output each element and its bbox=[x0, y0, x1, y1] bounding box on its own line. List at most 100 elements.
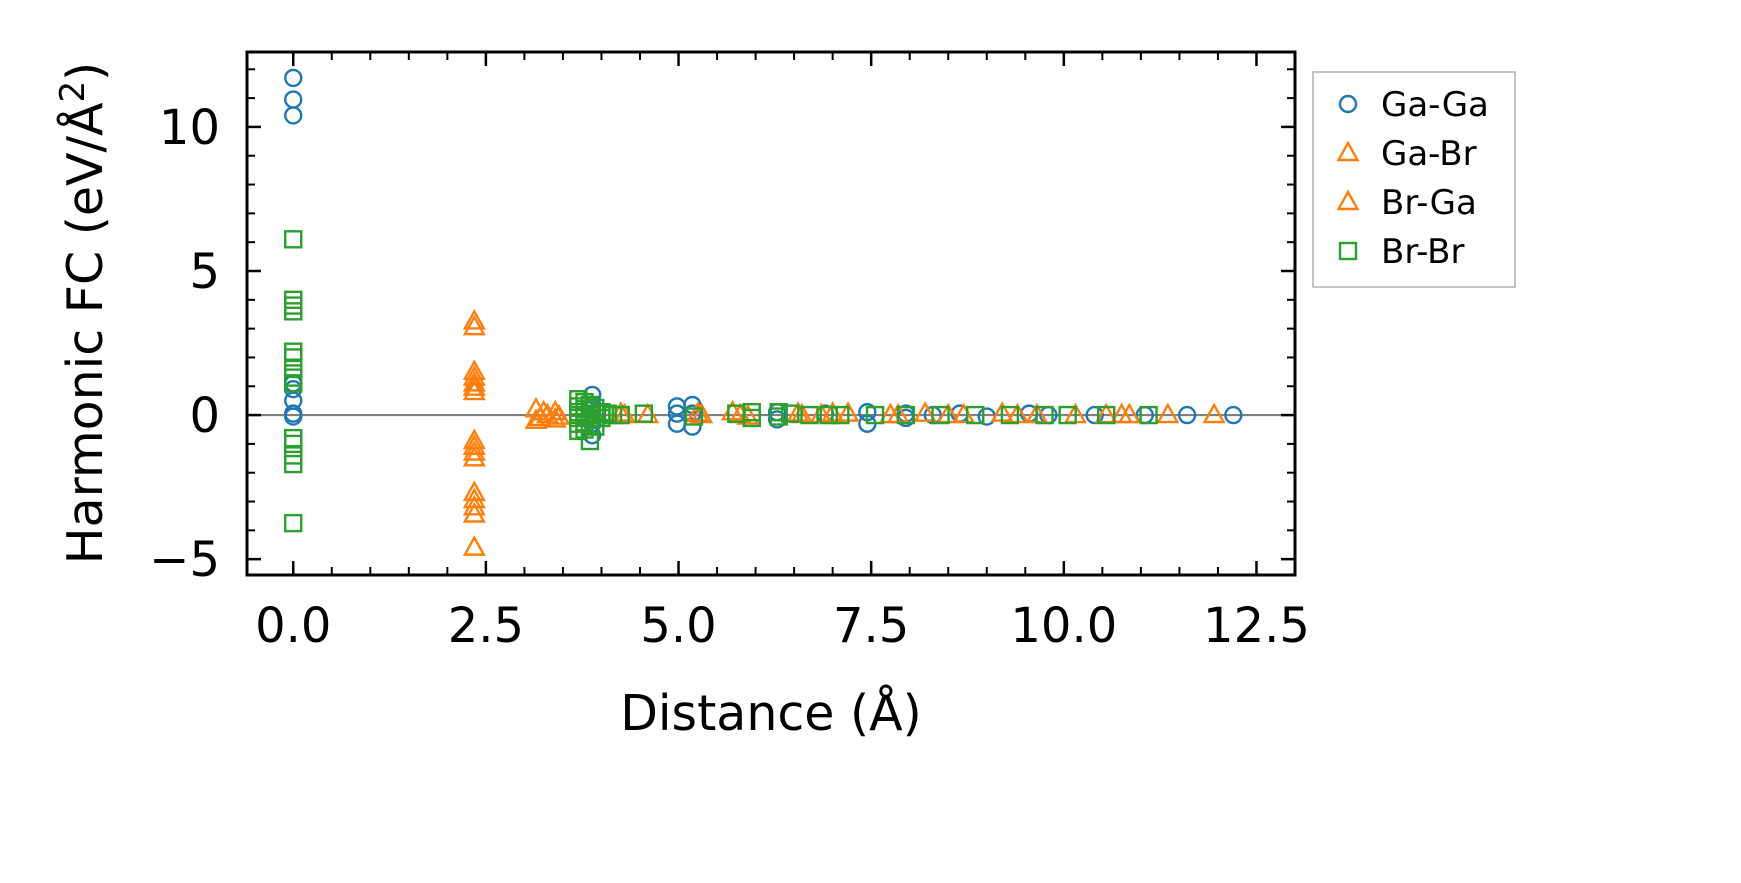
data-point-br-br bbox=[1000, 405, 1020, 425]
data-point-br-br bbox=[819, 405, 838, 425]
data-point-ga-br bbox=[636, 402, 660, 424]
data-point-br-br bbox=[284, 513, 303, 533]
axes: 0.0 2.5 5.0 7.5 10.0 12.5 −5 0 5 10 Distance (Å) Ha… bbox=[53, 50, 1310, 742]
data-point-br-br bbox=[865, 405, 885, 425]
data-point-ga-br bbox=[462, 379, 486, 401]
y-axis-title: Harmonic FC (eV/Å2) bbox=[53, 62, 114, 565]
data-point-br-br bbox=[284, 434, 303, 454]
data-point-ga-ga bbox=[1177, 405, 1197, 425]
series-ga-ga bbox=[284, 68, 1243, 445]
data-point-br-br bbox=[611, 405, 630, 425]
axes-frame bbox=[245, 50, 1297, 577]
y-axis-title-superscript: 2 bbox=[53, 81, 93, 103]
y-axis-title-close: ) bbox=[57, 62, 114, 81]
legend-entry-ga-ga: Ga-Ga bbox=[1338, 85, 1489, 125]
data-point-ga-ga bbox=[284, 407, 303, 426]
data-point-ga-ga bbox=[284, 90, 303, 109]
data-point-ga-br bbox=[462, 440, 486, 461]
x-tick-label: 2.5 bbox=[448, 598, 524, 654]
series-br-br bbox=[284, 230, 1158, 533]
data-point-br-br bbox=[634, 404, 654, 423]
y-tick-label: 10 bbox=[159, 100, 220, 156]
data-point-br-ga bbox=[462, 314, 486, 336]
data-point-br-ga bbox=[547, 404, 571, 425]
data-point-br-ga bbox=[535, 402, 560, 424]
data-point-ga-ga bbox=[284, 106, 303, 125]
data-point-ga-br bbox=[1202, 402, 1226, 424]
data-point-ga-br bbox=[543, 406, 567, 428]
data-point-br-br bbox=[966, 405, 985, 425]
data-point-br-ga bbox=[462, 375, 486, 396]
x-tick-label: 10.0 bbox=[1010, 598, 1117, 654]
legend-marker-br-ga bbox=[1336, 189, 1360, 211]
legend-entry-br-ga: Br-Ga bbox=[1336, 183, 1477, 223]
series-ga-br bbox=[462, 308, 1226, 556]
plot-area bbox=[247, 68, 1295, 556]
data-point-br-br bbox=[284, 302, 303, 321]
x-tick-label: 5.0 bbox=[640, 598, 716, 654]
data-point-br-ga bbox=[462, 445, 486, 467]
data-point-br-br bbox=[586, 398, 605, 418]
data-point-br-br bbox=[284, 290, 303, 310]
legend-box bbox=[1312, 71, 1516, 288]
data-point-br-br bbox=[1035, 405, 1054, 425]
y-tick-label: 0 bbox=[189, 388, 220, 444]
y-axis-title-main: Harmonic FC (eV/Å bbox=[55, 102, 114, 564]
data-point-br-br bbox=[580, 431, 600, 451]
legend-marker-ga-br bbox=[1336, 140, 1360, 162]
data-point-br-br bbox=[284, 428, 303, 448]
legend-label: Br-Ga bbox=[1381, 183, 1477, 223]
data-point-ga-br bbox=[462, 480, 486, 502]
data-point-br-br bbox=[1139, 405, 1158, 425]
data-point-br-br bbox=[769, 407, 788, 426]
legend-label: Br-Br bbox=[1381, 232, 1465, 272]
data-point-ga-br bbox=[462, 308, 486, 330]
legend-marker-br-br bbox=[1338, 241, 1358, 261]
data-point-br-br bbox=[592, 408, 611, 428]
data-point-br-br bbox=[1097, 405, 1116, 425]
x-tick-label: 0.0 bbox=[255, 598, 331, 654]
data-point-br-br bbox=[800, 405, 819, 425]
data-point-ga-br bbox=[462, 494, 486, 516]
data-point-ga-br bbox=[462, 428, 486, 450]
data-point-br-br bbox=[896, 405, 916, 425]
y-tick-label: 5 bbox=[189, 244, 220, 300]
x-tick-label: 7.5 bbox=[833, 598, 909, 654]
legend-entry-br-br: Br-Br bbox=[1338, 232, 1465, 272]
data-point-br-br bbox=[684, 407, 704, 426]
data-point-br-br bbox=[575, 420, 594, 439]
data-point-br-ga bbox=[462, 487, 486, 509]
data-point-br-ga bbox=[462, 434, 486, 455]
legend-entry-ga-br: Ga-Br bbox=[1336, 134, 1477, 174]
data-point-br-br bbox=[284, 374, 303, 393]
data-point-br-ga bbox=[462, 502, 486, 523]
data-point-br-br bbox=[831, 405, 850, 425]
legend-label: Ga-Ga bbox=[1381, 85, 1489, 125]
data-point-ga-br bbox=[462, 535, 486, 556]
data-point-br-ga bbox=[462, 365, 486, 386]
data-point-br-br bbox=[284, 296, 303, 315]
data-point-br-br bbox=[284, 342, 303, 361]
data-point-ga-ga bbox=[683, 417, 702, 436]
data-point-ga-br bbox=[462, 370, 486, 392]
data-point-ga-ga bbox=[667, 414, 687, 433]
y-tick-label: −5 bbox=[149, 532, 220, 588]
data-point-br-br bbox=[284, 348, 303, 367]
x-tick-label: 12.5 bbox=[1203, 598, 1310, 654]
data-point-ga-ga bbox=[1085, 405, 1104, 425]
data-point-br-br bbox=[931, 405, 950, 425]
legend-label: Ga-Br bbox=[1381, 134, 1477, 174]
data-point-br-ga bbox=[528, 405, 552, 427]
data-point-br-br bbox=[284, 454, 303, 474]
data-point-br-br bbox=[1058, 405, 1077, 425]
data-point-br-br bbox=[742, 408, 761, 428]
data-point-br-ga bbox=[1117, 402, 1141, 424]
legend-marker-ga-ga bbox=[1338, 94, 1358, 114]
data-point-ga-ga bbox=[1224, 405, 1243, 425]
data-point-br-br bbox=[284, 230, 303, 249]
legend: Ga-Ga Ga-Br Br-Ga Br-Br bbox=[1312, 71, 1516, 288]
x-axis-title: Distance (Å) bbox=[620, 683, 922, 742]
data-point-ga-ga bbox=[284, 68, 303, 88]
data-point-br-br bbox=[781, 404, 800, 423]
